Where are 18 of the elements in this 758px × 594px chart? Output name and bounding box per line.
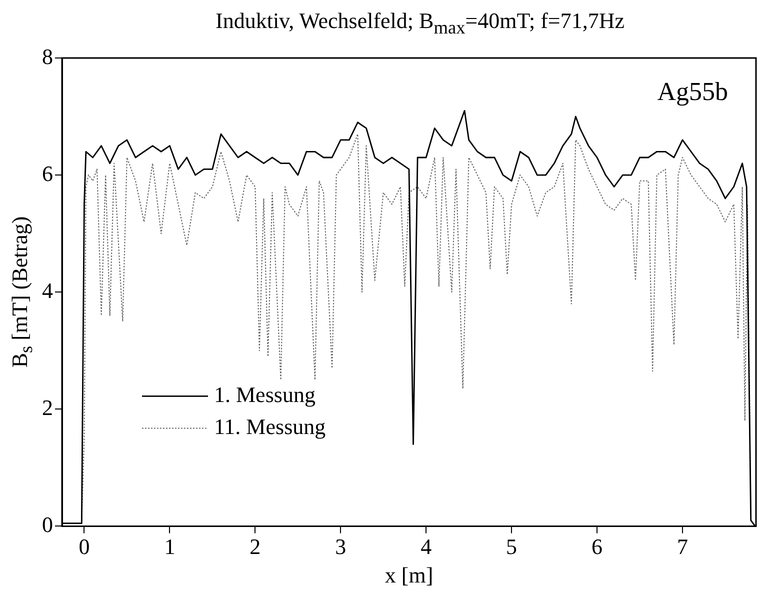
x-tick-label: 0	[78, 534, 90, 560]
y-tick-label: 8	[42, 44, 53, 69]
x-tick-label: 7	[677, 534, 688, 560]
chart-title: Induktiv, Wechselfeld; B$_{max}$=40mT; f=71,7Hz	[214, 8, 626, 38]
y-tick-label: 6	[42, 160, 53, 186]
x-axis-title: x [m]	[384, 562, 434, 588]
x-tick-label: 6	[592, 534, 603, 560]
legend-label: 1. Messung	[214, 382, 316, 407]
x-tick-label: 3	[335, 534, 346, 560]
x-tick-label: 5	[506, 534, 518, 560]
y-tick-label: 0	[42, 512, 53, 537]
x-tick-label: 4	[420, 534, 432, 560]
y-tick-label: 2	[42, 394, 53, 420]
x-tick-label: 1	[164, 534, 176, 560]
legend-label: 11. Messung	[214, 414, 326, 439]
y-tick-label: 4	[42, 278, 53, 303]
annotation: Ag55b	[657, 76, 728, 106]
x-tick-label: 2	[250, 534, 261, 560]
